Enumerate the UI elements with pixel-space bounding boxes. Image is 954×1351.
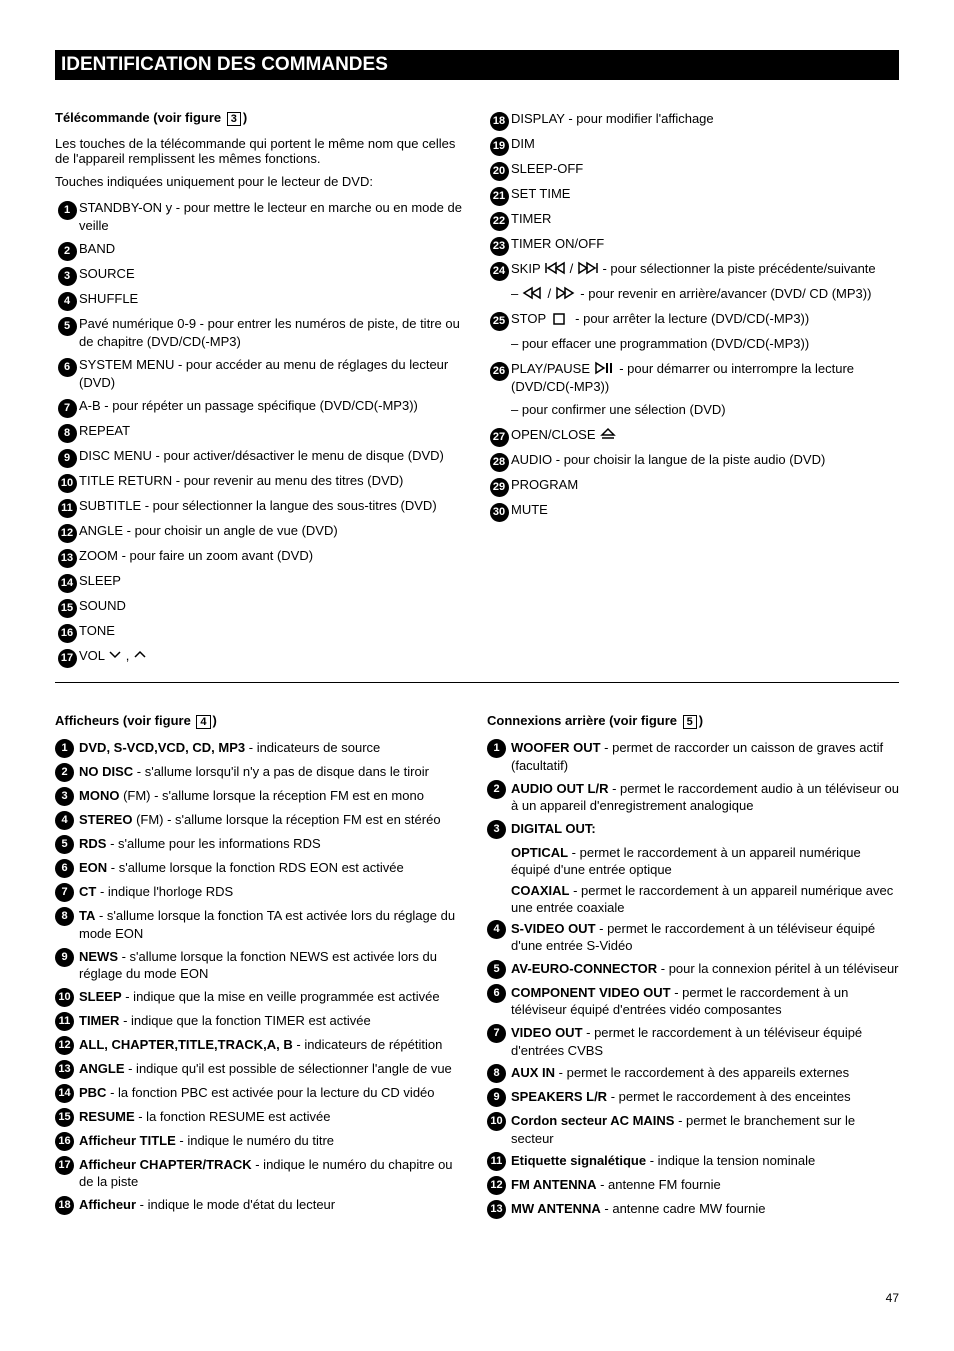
display-item: 18Afficheur - indique le mode d'état du … bbox=[55, 1196, 467, 1215]
list-item: 25STOP - pour arrêter la lecture (DVD/CD… bbox=[487, 310, 899, 329]
list-item: 2BAND bbox=[55, 240, 467, 259]
display-heading: Afficheurs (voir figure 4) bbox=[55, 713, 467, 729]
list-item: 20SLEEP-OFF bbox=[487, 160, 899, 179]
connection-item: 1WOOFER OUT - permet de raccorder un cai… bbox=[487, 739, 899, 774]
connection-item: 8AUX IN - permet le raccordement à des a… bbox=[487, 1064, 899, 1083]
list-subitem: – / - pour revenir en arrière/avancer (D… bbox=[487, 285, 899, 304]
list-item: 11SUBTITLE - pour sélectionner la langue… bbox=[55, 497, 467, 516]
display-item: 4STEREO (FM) - s'allume lorsque la récep… bbox=[55, 811, 467, 830]
vol-up-icon bbox=[133, 648, 147, 662]
connection-item: 2AUDIO OUT L/R - permet le raccordement … bbox=[487, 780, 899, 815]
list-item: 8REPEAT bbox=[55, 422, 467, 441]
connection-subitem: COAXIAL - permet le raccordement à un ap… bbox=[487, 882, 899, 917]
prev-icon bbox=[544, 261, 566, 275]
connection-item: 13MW ANTENNA - antenne cadre MW fournie bbox=[487, 1200, 899, 1219]
rew-icon bbox=[522, 286, 544, 300]
list-item: 28AUDIO - pour choisir la langue de la p… bbox=[487, 451, 899, 470]
display-item: 9NEWS - s'allume lorsque la fonction NEW… bbox=[55, 948, 467, 983]
list-item: 24SKIP / - pour sélectionner la piste pr… bbox=[487, 260, 899, 279]
list-item: 10TITLE RETURN - pour revenir au menu de… bbox=[55, 472, 467, 491]
eject-icon bbox=[599, 427, 621, 441]
next-icon bbox=[577, 261, 599, 275]
list-item: 5Pavé numérique 0-9 - pour entrer les nu… bbox=[55, 315, 467, 350]
display-item: 11TIMER - indique que la fonction TIMER … bbox=[55, 1012, 467, 1031]
list-item: 1STANDBY-ON y - pour mettre le lecteur e… bbox=[55, 199, 467, 234]
list-item: 18DISPLAY - pour modifier l'affichage bbox=[487, 110, 899, 129]
remote-intro-2: Touches indiquées uniquement pour le lec… bbox=[55, 174, 467, 189]
list-subitem: – pour effacer une programmation (DVD/CD… bbox=[487, 335, 899, 354]
page-title: IDENTIFICATION DES COMMANDES bbox=[55, 50, 899, 80]
remote-heading: Télécommande (voir figure 3) bbox=[55, 110, 467, 126]
list-item: 14SLEEP bbox=[55, 572, 467, 591]
list-item: 12ANGLE - pour choisir un angle de vue (… bbox=[55, 522, 467, 541]
connection-item: 7VIDEO OUT - permet le raccordement à un… bbox=[487, 1024, 899, 1059]
remote-section: Télécommande (voir figure 3) Les touches… bbox=[55, 110, 899, 672]
list-item: 9DISC MENU - pour activer/désactiver le … bbox=[55, 447, 467, 466]
figure-ref-4: 4 bbox=[196, 715, 210, 729]
list-item: 22TIMER bbox=[487, 210, 899, 229]
list-item: 17VOL , bbox=[55, 647, 467, 666]
display-item: 2NO DISC - s'allume lorsqu'il n'y a pas … bbox=[55, 763, 467, 782]
connection-item: 6COMPONENT VIDEO OUT - permet le raccord… bbox=[487, 984, 899, 1019]
connection-item: 3DIGITAL OUT: bbox=[487, 820, 899, 839]
list-item: 29PROGRAM bbox=[487, 476, 899, 495]
list-item: 19DIM bbox=[487, 135, 899, 154]
display-item: 10SLEEP - indique que la mise en veille … bbox=[55, 988, 467, 1007]
connections-section: Connexions arrière (voir figure 5) 1WOOF… bbox=[487, 713, 899, 1224]
connection-item: 12FM ANTENNA - antenne FM fournie bbox=[487, 1176, 899, 1195]
display-item: 1DVD, S-VCD,VCD, CD, MP3 - indicateurs d… bbox=[55, 739, 467, 758]
display-item: 6EON - s'allume lorsque la fonction RDS … bbox=[55, 859, 467, 878]
display-item: 7CT - indique l'horloge RDS bbox=[55, 883, 467, 902]
list-item: 16TONE bbox=[55, 622, 467, 641]
figure-ref-5: 5 bbox=[683, 715, 697, 729]
stop-icon bbox=[550, 311, 572, 325]
connection-item: 10Cordon secteur AC MAINS - permet le br… bbox=[487, 1112, 899, 1147]
figure-ref-3: 3 bbox=[227, 112, 241, 126]
display-item: 14PBC - la fonction PBC est activée pour… bbox=[55, 1084, 467, 1103]
display-item: 3MONO (FM) - s'allume lorsque la récepti… bbox=[55, 787, 467, 806]
connection-subitem: OPTICAL - permet le raccordement à un ap… bbox=[487, 844, 899, 879]
remote-left-column: Télécommande (voir figure 3) Les touches… bbox=[55, 110, 467, 672]
display-item: 13ANGLE - indique qu'il est possible de … bbox=[55, 1060, 467, 1079]
list-item: 23TIMER ON/OFF bbox=[487, 235, 899, 254]
connection-item: 9SPEAKERS L/R - permet le raccordement à… bbox=[487, 1088, 899, 1107]
list-item: 13ZOOM - pour faire un zoom avant (DVD) bbox=[55, 547, 467, 566]
remote-right-column: 18DISPLAY - pour modifier l'affichage 19D… bbox=[487, 110, 899, 672]
display-item: 15RESUME - la fonction RESUME est activé… bbox=[55, 1108, 467, 1127]
playpause-icon bbox=[594, 361, 616, 375]
vol-down-icon bbox=[108, 648, 122, 662]
connection-item: 4S-VIDEO OUT - permet le raccordement à … bbox=[487, 920, 899, 955]
connections-heading: Connexions arrière (voir figure 5) bbox=[487, 713, 899, 729]
page-number: 47 bbox=[886, 1291, 899, 1305]
display-item: 5RDS - s'allume pour les informations RD… bbox=[55, 835, 467, 854]
connection-item: 11Etiquette signalétique - indique la te… bbox=[487, 1152, 899, 1171]
display-item: 17Afficheur CHAPTER/TRACK - indique le n… bbox=[55, 1156, 467, 1191]
fwd-icon bbox=[555, 286, 577, 300]
display-section: Afficheurs (voir figure 4) 1DVD, S-VCD,V… bbox=[55, 713, 467, 1224]
list-item: 15SOUND bbox=[55, 597, 467, 616]
list-item: 26PLAY/PAUSE - pour démarrer ou interrom… bbox=[487, 360, 899, 395]
list-item: 6SYSTEM MENU - pour accéder au menu de r… bbox=[55, 356, 467, 391]
display-item: 12ALL, CHAPTER,TITLE,TRACK,A, B - indica… bbox=[55, 1036, 467, 1055]
list-item: 4SHUFFLE bbox=[55, 290, 467, 309]
display-item: 16Afficheur TITLE - indique le numéro du… bbox=[55, 1132, 467, 1151]
display-item: 8TA - s'allume lorsque la fonction TA es… bbox=[55, 907, 467, 942]
list-subitem: – pour confirmer une sélection (DVD) bbox=[487, 401, 899, 420]
connection-item: 5AV-EURO-CONNECTOR - pour la connexion p… bbox=[487, 960, 899, 979]
list-item: 7A-B - pour répéter un passage spécifiqu… bbox=[55, 397, 467, 416]
list-item: 27OPEN/CLOSE bbox=[487, 426, 899, 445]
list-item: 3SOURCE bbox=[55, 265, 467, 284]
list-item: 21SET TIME bbox=[487, 185, 899, 204]
remote-intro-1: Les touches de la télécommande qui porte… bbox=[55, 136, 467, 166]
list-item: 30MUTE bbox=[487, 501, 899, 520]
